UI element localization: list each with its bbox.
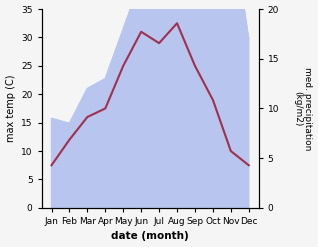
Y-axis label: max temp (C): max temp (C) bbox=[5, 75, 16, 142]
Y-axis label: med. precipitation
(kg/m2): med. precipitation (kg/m2) bbox=[293, 67, 313, 150]
X-axis label: date (month): date (month) bbox=[111, 231, 189, 242]
